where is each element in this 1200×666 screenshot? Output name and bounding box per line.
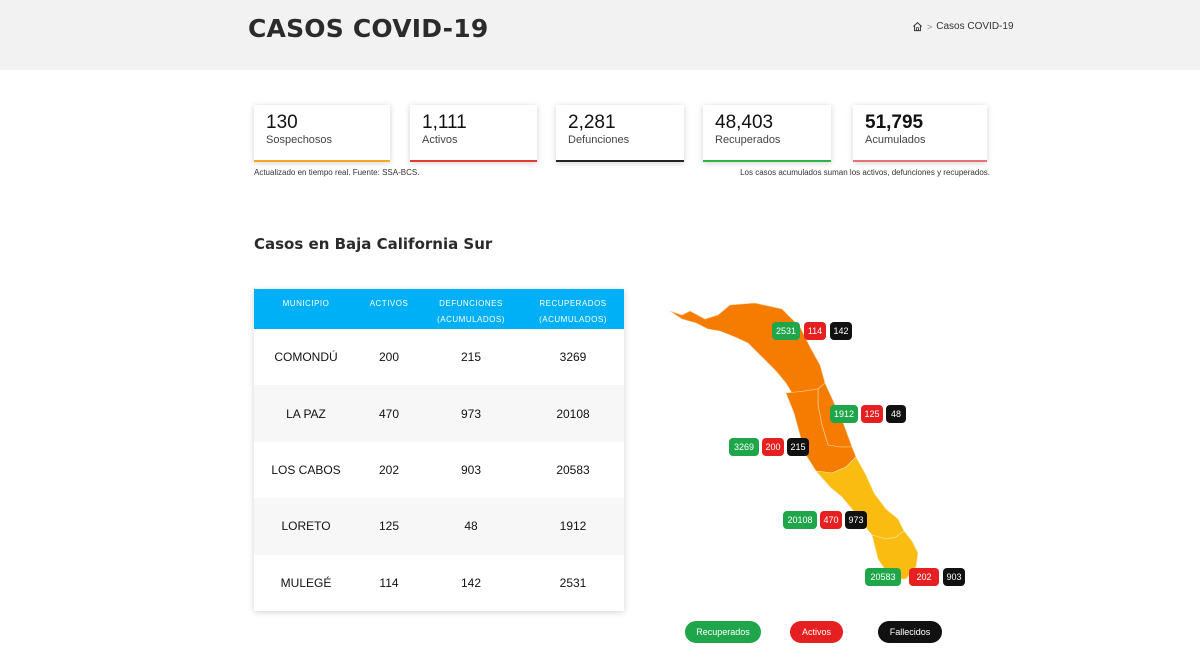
- stat-color-bar: [410, 160, 537, 162]
- stat-value: 51,795: [865, 112, 924, 133]
- legend-recuperados: Recuperados: [685, 621, 761, 643]
- home-icon[interactable]: [912, 21, 923, 32]
- badge-activos: 202: [909, 568, 939, 586]
- stat-card-acumulados: 51,795 Acumulados: [853, 105, 987, 162]
- cell-municipio: MULEGÉ: [280, 575, 332, 590]
- cell-municipio: LORETO: [281, 519, 331, 534]
- legend-fallecidos: Fallecidos: [878, 621, 942, 643]
- column-header-recuperados: RECUPERADOS (ACUMULADOS): [539, 299, 607, 324]
- chevron-right-icon: >: [927, 21, 933, 32]
- section-title: Casos en Baja California Sur: [254, 235, 493, 253]
- update-note: Actualizado en tiempo real. Fuente: SSA-…: [254, 168, 420, 177]
- cell-defunciones: 142: [460, 575, 482, 590]
- stat-card-sospechosos: 130 Sospechosos: [254, 105, 390, 162]
- breadcrumb-current: Casos COVID-19: [936, 21, 1014, 32]
- column-header-activos: ACTIVOS: [369, 299, 409, 308]
- stat-card-defunciones: 2,281 Defunciones: [556, 105, 684, 162]
- page-header: CASOS COVID-19 > Casos COVID-19: [0, 0, 1200, 70]
- badge-recuperados: 2531: [772, 322, 800, 340]
- badge-activos: 200: [762, 438, 784, 456]
- table-row: LOS CABOS 202 903 20583: [254, 442, 624, 498]
- table-row: COMONDÚ 200 215 3269: [254, 329, 624, 385]
- cell-recuperados: 2531: [559, 575, 587, 590]
- breadcrumb: > Casos COVID-19: [912, 21, 1014, 32]
- cell-defunciones: 48: [464, 519, 478, 534]
- page-title: CASOS COVID-19: [248, 14, 489, 43]
- legend-activos: Activos: [790, 621, 843, 643]
- cell-activos: 114: [379, 575, 399, 590]
- cell-municipio: LA PAZ: [286, 406, 326, 421]
- stat-label: Acumulados: [865, 134, 926, 146]
- stat-value: 48,403: [715, 112, 774, 133]
- badge-fallecidos: 903: [943, 568, 965, 586]
- cell-defunciones: 903: [460, 462, 482, 477]
- table-row: LA PAZ 470 973 20108: [254, 385, 624, 442]
- cell-defunciones: 973: [460, 406, 482, 421]
- table-header: MUNICIPIO ACTIVOS DEFUNCIONES (ACUMULADO…: [254, 289, 624, 329]
- column-header-defunciones: DEFUNCIONES (ACUMULADOS): [437, 299, 505, 324]
- cell-municipio: LOS CABOS: [271, 462, 341, 477]
- column-header-municipio: MUNICIPIO: [282, 299, 330, 308]
- badge-activos: 125: [861, 405, 883, 423]
- stat-color-bar: [254, 160, 390, 162]
- cell-recuperados: 3269: [559, 350, 587, 365]
- stat-value: 1,111: [422, 112, 467, 133]
- badge-activos: 114: [804, 322, 826, 340]
- accumulated-note: Los casos acumulados suman los activos, …: [740, 168, 990, 177]
- map-region-mulege: [669, 302, 826, 394]
- badge-recuperados: 20583: [865, 568, 901, 586]
- stat-label: Activos: [422, 134, 458, 146]
- badge-fallecidos: 973: [845, 511, 867, 529]
- stat-value: 2,281: [568, 112, 616, 133]
- badge-recuperados: 1912: [830, 405, 858, 423]
- stat-label: Defunciones: [568, 134, 630, 146]
- badge-fallecidos: 48: [886, 405, 906, 423]
- badge-activos: 470: [820, 511, 842, 529]
- stat-value: 130: [266, 112, 298, 133]
- cell-municipio: COMONDÚ: [274, 350, 338, 365]
- stat-label: Recuperados: [715, 134, 781, 146]
- stat-color-bar: [853, 160, 987, 162]
- table-row: LORETO 125 48 1912: [254, 498, 624, 555]
- badge-recuperados: 3269: [729, 438, 759, 456]
- cell-recuperados: 20108: [556, 406, 590, 421]
- cell-activos: 200: [378, 350, 400, 365]
- cell-activos: 470: [378, 406, 400, 421]
- stat-color-bar: [703, 160, 831, 162]
- bcs-map: [669, 302, 919, 580]
- cell-recuperados: 1912: [559, 519, 587, 534]
- stat-label: Sospechosos: [266, 134, 333, 146]
- cell-defunciones: 215: [460, 350, 482, 365]
- cell-activos: 202: [378, 462, 400, 477]
- badge-fallecidos: 215: [787, 438, 809, 456]
- stat-card-activos: 1,111 Activos: [410, 105, 537, 162]
- stat-card-recuperados: 48,403 Recuperados: [703, 105, 831, 162]
- cases-table: MUNICIPIO ACTIVOS DEFUNCIONES (ACUMULADO…: [254, 289, 624, 611]
- badge-recuperados: 20108: [783, 511, 817, 529]
- cell-recuperados: 20583: [556, 462, 590, 477]
- stat-color-bar: [556, 160, 684, 162]
- cell-activos: 125: [378, 519, 400, 534]
- badge-fallecidos: 142: [830, 322, 852, 340]
- table-row: MULEGÉ 114 142 2531: [254, 555, 624, 611]
